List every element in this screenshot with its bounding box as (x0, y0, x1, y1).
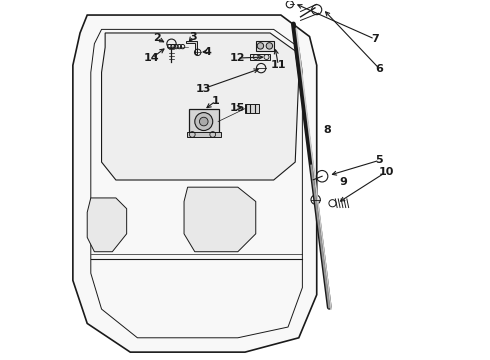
Text: 15: 15 (229, 103, 245, 113)
Text: 9: 9 (339, 177, 347, 187)
Text: 14: 14 (144, 53, 160, 63)
Text: 4: 4 (203, 46, 211, 57)
Text: 3: 3 (189, 32, 197, 41)
FancyBboxPatch shape (250, 54, 270, 60)
Text: 5: 5 (376, 155, 383, 165)
Text: 2: 2 (153, 33, 161, 43)
Circle shape (199, 117, 208, 126)
Text: 7: 7 (371, 34, 379, 44)
Text: 12: 12 (229, 53, 245, 63)
Polygon shape (184, 187, 256, 252)
Text: 10: 10 (378, 167, 393, 177)
FancyBboxPatch shape (256, 41, 274, 51)
Polygon shape (101, 33, 299, 180)
Polygon shape (186, 41, 196, 54)
Circle shape (195, 113, 213, 131)
Text: 13: 13 (196, 84, 212, 94)
FancyBboxPatch shape (245, 104, 259, 113)
Polygon shape (73, 15, 317, 352)
FancyBboxPatch shape (189, 109, 219, 134)
Text: 1: 1 (212, 96, 220, 106)
FancyBboxPatch shape (187, 132, 221, 137)
Circle shape (266, 42, 272, 49)
Text: 6: 6 (375, 64, 383, 74)
Text: 8: 8 (323, 125, 331, 135)
Text: 11: 11 (270, 60, 286, 70)
Polygon shape (87, 198, 126, 252)
Circle shape (257, 42, 264, 49)
